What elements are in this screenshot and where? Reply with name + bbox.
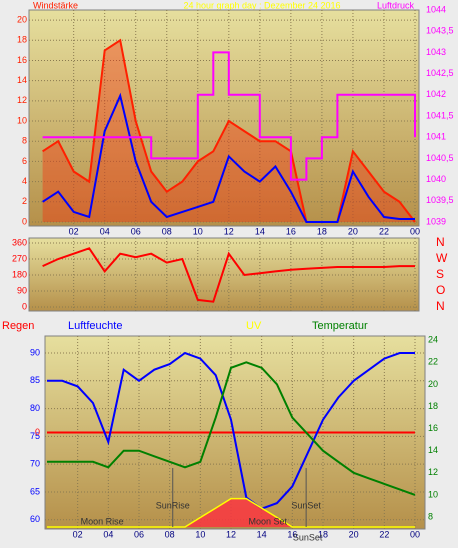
y2-tick-label: 8 xyxy=(428,511,433,521)
y2-tick-label: 1041,5 xyxy=(426,110,454,120)
x-tick-label: 08 xyxy=(162,226,172,236)
annotation: Moon Rise xyxy=(81,516,124,526)
y-tick-label: 85 xyxy=(30,375,40,385)
y-tick-label: 8 xyxy=(22,136,27,146)
x-tick-label: 14 xyxy=(255,226,265,236)
x-tick-label: 04 xyxy=(100,226,110,236)
y-tick-label: 0 xyxy=(22,216,27,226)
x-tick-label: 18 xyxy=(318,529,328,539)
y2-tick-label: 12 xyxy=(428,467,438,477)
x-tick-label: 00 xyxy=(410,226,420,236)
y2-tick-label: 16 xyxy=(428,423,438,433)
annotation: SunRise xyxy=(156,500,190,510)
x-tick-label: 16 xyxy=(287,529,297,539)
x-tick-label: 02 xyxy=(73,529,83,539)
y2-tick-label: 22 xyxy=(428,357,438,367)
x-tick-label: 12 xyxy=(226,529,236,539)
y2-tick-label: 1039,5 xyxy=(426,195,454,205)
line xyxy=(47,497,415,528)
y-tick-label: 10 xyxy=(17,115,27,125)
y-tick-label: 90 xyxy=(17,285,27,295)
y-tick-label: 70 xyxy=(30,459,40,469)
chart-title: 24 hour graph day : Dezember 24 2016 xyxy=(183,0,340,10)
line xyxy=(47,361,416,496)
y2-tick-label: 1041 xyxy=(426,132,446,142)
legend-label: Luftfeuchte xyxy=(68,320,122,332)
y2-tick-label: 1040,5 xyxy=(426,153,454,163)
y-tick-label: 2 xyxy=(22,196,27,206)
x-tick-label: 10 xyxy=(193,226,203,236)
y-tick-label: 180 xyxy=(12,269,27,279)
y-tick-label: 18 xyxy=(17,35,27,45)
x-tick-label: 10 xyxy=(195,529,205,539)
area xyxy=(42,40,415,222)
y-tick-label: 14 xyxy=(17,75,27,85)
y2-tick-label: 20 xyxy=(428,379,438,389)
annotation: SunSet xyxy=(293,532,323,542)
x-tick-label: 16 xyxy=(286,226,296,236)
x-tick-label: 04 xyxy=(103,529,113,539)
y2-tick-label: O xyxy=(436,283,445,297)
y2-tick-label: 18 xyxy=(428,401,438,411)
y-tick-label: 0 xyxy=(22,301,27,311)
y2-tick-label: 1044 xyxy=(426,4,446,14)
y2-tick-label: S xyxy=(436,267,444,281)
y-tick-label: 12 xyxy=(17,95,27,105)
x-tick-label: 20 xyxy=(349,529,359,539)
y2-tick-label: N xyxy=(436,299,445,313)
y2-tick-label: 1039 xyxy=(426,216,446,226)
line xyxy=(42,51,416,181)
x-tick-label: 22 xyxy=(379,226,389,236)
x-tick-label: 14 xyxy=(257,529,267,539)
line xyxy=(47,351,415,510)
line xyxy=(42,38,416,223)
x-tick-label: 20 xyxy=(348,226,358,236)
y-tick-label: 60 xyxy=(30,514,40,524)
y2-tick-label: 1042,5 xyxy=(426,68,454,78)
y2-tick-label: 1043 xyxy=(426,47,446,57)
line xyxy=(42,247,415,303)
annotation: SunSet xyxy=(291,500,321,510)
y2-tick-label: 1042 xyxy=(426,89,446,99)
y-tick-label: 4 xyxy=(22,176,27,186)
x-tick-label: 00 xyxy=(410,529,420,539)
y-tick-label: 75 xyxy=(30,431,40,441)
y2-tick-label: 1043,5 xyxy=(426,26,454,36)
y2-tick-label: 24 xyxy=(428,335,438,345)
rain-tick-label: 0 xyxy=(35,427,40,437)
area xyxy=(47,498,415,527)
y2-tick-label: 10 xyxy=(428,489,438,499)
y2-tick-label: 1040 xyxy=(426,174,446,184)
legend-label: Regen xyxy=(2,320,34,332)
y2-axis-title: Luftdruck xyxy=(377,0,415,10)
y-tick-label: 90 xyxy=(30,347,40,357)
x-tick-label: 18 xyxy=(317,226,327,236)
x-tick-label: 22 xyxy=(379,529,389,539)
x-tick-label: 06 xyxy=(134,529,144,539)
y2-tick-label: N xyxy=(436,235,445,249)
y-tick-label: 360 xyxy=(12,237,27,247)
y2-tick-label: W xyxy=(436,251,448,265)
y-tick-label: 16 xyxy=(17,55,27,65)
y-tick-label: 20 xyxy=(17,14,27,24)
y-tick-label: 270 xyxy=(12,253,27,263)
legend-label: Temperatur xyxy=(312,320,368,332)
x-tick-label: 02 xyxy=(69,226,79,236)
x-tick-label: 12 xyxy=(224,226,234,236)
y-tick-label: 65 xyxy=(30,486,40,496)
legend-label: UV xyxy=(246,320,262,332)
x-tick-label: 06 xyxy=(131,226,141,236)
x-tick-label: 08 xyxy=(165,529,175,539)
y-tick-label: 6 xyxy=(22,156,27,166)
y-axis-title: Windstärke xyxy=(33,0,78,10)
line xyxy=(42,92,415,223)
y-tick-label: 80 xyxy=(30,403,40,413)
y2-tick-label: 14 xyxy=(428,445,438,455)
annotation: Moon Set xyxy=(249,516,288,526)
